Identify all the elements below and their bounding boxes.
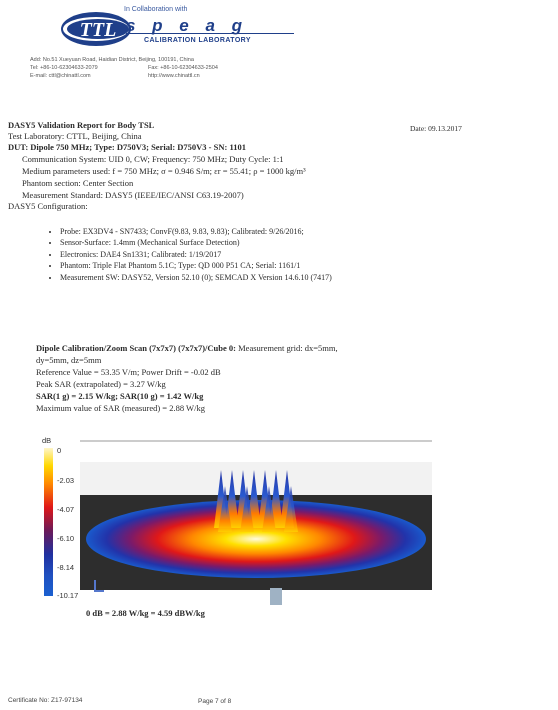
- ttl-logo-text: TTL: [80, 19, 117, 41]
- config-item: Probe: EX3DV4 - SN7433; ConvF(9.83, 9.83…: [60, 226, 450, 237]
- report-date: Date: 09.13.2017: [410, 124, 462, 133]
- sar-spikes: [214, 470, 298, 532]
- sar-values: SAR(1 g) = 2.15 W/kg; SAR(10 g) = 1.42 W…: [36, 391, 204, 401]
- scale-tick: -6.10: [57, 534, 75, 543]
- figure-caption: 0 dB = 2.88 W/kg = 4.59 dBW/kg: [86, 608, 205, 618]
- scale-unit: dB: [42, 436, 52, 445]
- scan-heading: Dipole Calibration/Zoom Scan (7x7x7) (7x…: [36, 343, 338, 354]
- peak-sar: Peak SAR (extrapolated) = 3.27 W/kg: [36, 379, 166, 389]
- config-item: Sensor-Surface: 1.4mm (Mechanical Surfac…: [60, 237, 450, 248]
- config-item: Phantom: Triple Flat Phantom 5.1C; Type:…: [60, 260, 450, 271]
- config-item: Electronics: DAE4 Sn1331; Calibrated: 1/…: [60, 249, 450, 260]
- tel-line: Tel: +86-10-62304633-2079: [30, 65, 98, 71]
- scan-grid: dy=5mm, dz=5mm: [36, 355, 102, 365]
- sar-distribution-plot: [80, 440, 432, 605]
- page-number: Page 7 of 8: [198, 698, 232, 705]
- config-list: Probe: EX3DV4 - SN7433; ConvF(9.83, 9.83…: [44, 226, 450, 283]
- max-sar: Maximum value of SAR (measured) = 2.88 W…: [36, 403, 205, 413]
- certificate-number: Certificate No: Z17-97134: [8, 697, 83, 704]
- config-item: Measurement SW: DASY52, Version 52.10 (0…: [60, 272, 450, 283]
- fax-line: Fax: +86-10-62304633-2504: [148, 65, 218, 71]
- collab-text: In Collaboration with: [124, 6, 188, 13]
- reference-value: Reference Value = 53.35 V/m; Power Drift…: [36, 367, 221, 377]
- web-line: http://www.chinattl.cn: [148, 73, 200, 79]
- config-heading: DASY5 Configuration:: [8, 201, 88, 211]
- scan-heading-rest: Measurement grid: dx=5mm,: [236, 343, 338, 353]
- medium-params: Medium parameters used: f = 750 MHz; σ =…: [22, 166, 306, 176]
- scale-tick: 0: [57, 446, 62, 455]
- measurement-standard: Measurement Standard: DASY5 (IEEE/IEC/AN…: [22, 190, 244, 200]
- ttl-logo: TTL: [60, 10, 132, 48]
- email-line: E-mail: cttl@chinattl.com: [30, 73, 91, 79]
- speag-logo: s p e a g: [126, 16, 249, 35]
- phantom-section: Phantom section: Center Section: [22, 178, 134, 188]
- scale-tick: -4.07: [57, 505, 75, 514]
- report-title: DASY5 Validation Report for Body TSL: [8, 120, 155, 130]
- scale-tick: -8.14: [57, 563, 75, 572]
- scale-tick: -10.17: [57, 591, 79, 600]
- test-lab: Test Laboratory: CTTL, Beijing, China: [8, 131, 142, 141]
- address-line: Add: No.51 Xueyuan Road, Haidian Distric…: [30, 57, 194, 63]
- comm-system: Communication System: UID 0, CW; Frequen…: [22, 154, 284, 164]
- scan-heading-bold: Dipole Calibration/Zoom Scan (7x7x7) (7x…: [36, 343, 236, 353]
- calibration-lab-text: CALIBRATION LABORATORY: [144, 37, 251, 44]
- dut-line: DUT: Dipole 750 MHz; Type: D750V3; Seria…: [8, 142, 246, 152]
- speag-underline: [126, 33, 294, 34]
- color-scale-bar: [44, 448, 53, 596]
- scale-tick: -2.03: [57, 476, 75, 485]
